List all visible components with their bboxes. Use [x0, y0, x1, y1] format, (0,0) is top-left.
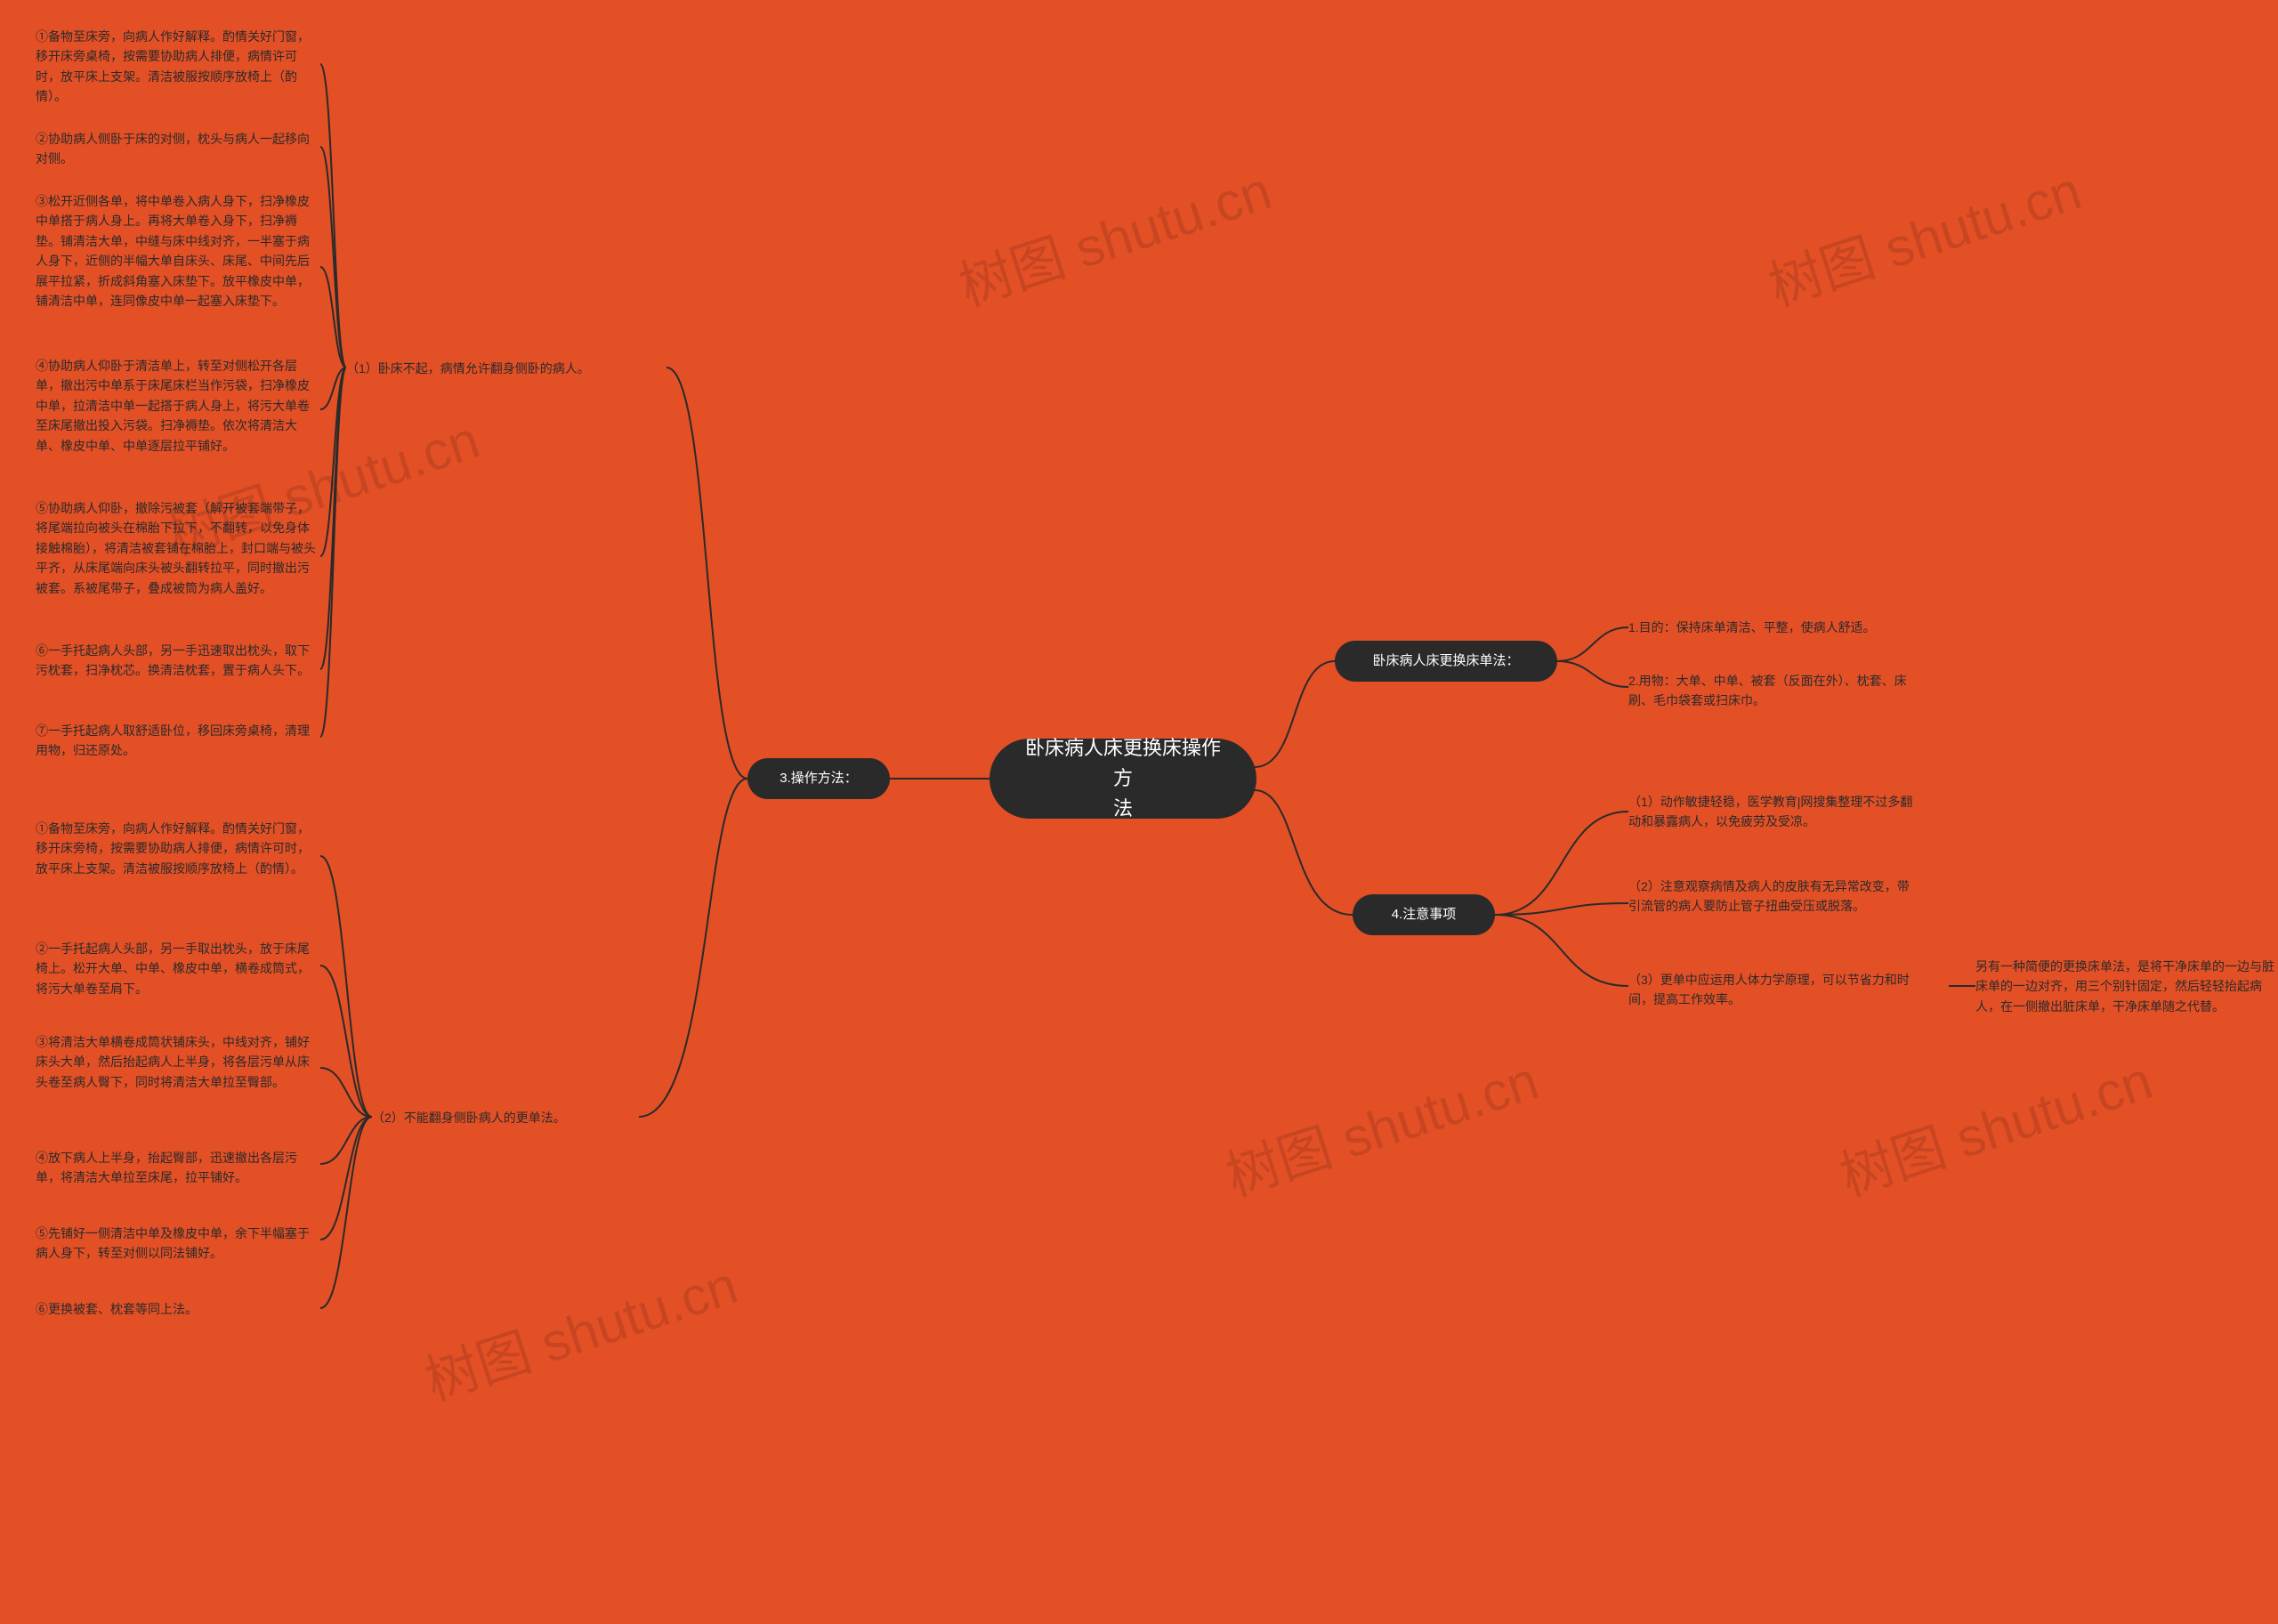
step-b5: ⑤先铺好一侧清洁中单及橡皮中单，余下半幅塞于病人身下，转至对侧以同法铺好。 — [36, 1224, 320, 1264]
step-b6: ⑥更换被套、枕套等同上法。 — [36, 1299, 198, 1319]
leaf-precaution-3: （3）更单中应运用人体力学原理，可以节省力和时间，提高工作效率。 — [1628, 970, 1913, 1010]
step-a7: ⑦一手托起病人取舒适卧位，移回床旁桌椅，清理用物，归还原处。 — [36, 721, 320, 761]
step-b1: ①备物至床旁，向病人作好解释。酌情关好门窗，移开床旁椅，按需要协助病人排便，病情… — [36, 819, 320, 878]
step-a4: ④协助病人仰卧于清洁单上，转至对侧松开各层单，撤出污中单系于床尾床栏当作污袋，扫… — [36, 356, 320, 456]
step-a3: ③松开近侧各单，将中单卷入病人身下，扫净橡皮中单搭于病人身上。再将大单卷入身下，… — [36, 191, 320, 311]
leaf-precaution-3-note: 另有一种简便的更换床单法，是将干净床单的一边与脏床单的一边对齐，用三个别针固定，… — [1975, 957, 2278, 1016]
step-b2: ②一手托起病人头部，另一手取出枕头，放于床尾椅上。松开大单、中单、橡皮中单，横卷… — [36, 939, 320, 998]
step-a2: ②协助病人侧卧于床的对侧，枕头与病人一起移向对侧。 — [36, 129, 320, 169]
watermark: 树图 shutu.cn — [1757, 148, 2089, 321]
step-a1: ①备物至床旁，向病人作好解释。酌情关好门窗，移开床旁桌椅，按需要协助病人排便，病… — [36, 27, 320, 107]
watermark: 树图 shutu.cn — [1829, 1038, 2161, 1211]
watermark: 树图 shutu.cn — [948, 148, 1280, 321]
leaf-supplies: 2.用物：大单、中单、被套（反面在外）、枕套、床刷、毛巾袋套或扫床巾。 — [1628, 671, 1913, 711]
leaf-precaution-2: （2）注意观察病情及病人的皮肤有无异常改变，带引流管的病人要防止管子扭曲受压或脱… — [1628, 877, 1913, 917]
step-a5: ⑤协助病人仰卧，撤除污被套（解开被套端带子，将尾端拉向被头在棉胎下拉下，不翻转，… — [36, 498, 320, 598]
watermark: 树图 shutu.cn — [1215, 1038, 1547, 1211]
branch-precautions[interactable]: 4.注意事项 — [1353, 894, 1495, 935]
leaf-purpose: 1.目的：保持床单清洁、平整，使病人舒适。 — [1628, 618, 1876, 637]
branch-operation-method[interactable]: 3.操作方法： — [747, 758, 890, 799]
step-a6: ⑥一手托起病人头部，另一手迅速取出枕头，取下污枕套，扫净枕芯。换清洁枕套，置于病… — [36, 641, 320, 681]
sub-method-1-label: （1）卧床不起，病情允许翻身侧卧的病人。 — [346, 359, 590, 378]
leaf-precaution-1: （1）动作敏捷轻稳，医学教育|网搜集整理不过多翻动和暴露病人，以免疲劳及受凉。 — [1628, 792, 1913, 832]
watermark: 树图 shutu.cn — [414, 1242, 746, 1416]
branch-bedsheet-method[interactable]: 卧床病人床更换床单法： — [1335, 641, 1557, 682]
center-node[interactable]: 卧床病人床更换床操作方 法 — [990, 739, 1256, 819]
sub-method-2-label: （2）不能翻身侧卧病人的更单法。 — [372, 1108, 566, 1127]
step-b3: ③将清洁大单横卷成筒状铺床头，中线对齐，铺好床头大单，然后抬起病人上半身，将各层… — [36, 1032, 320, 1092]
step-b4: ④放下病人上半身，抬起臀部，迅速撤出各层污单，将清洁大单拉至床尾，拉平铺好。 — [36, 1148, 320, 1188]
